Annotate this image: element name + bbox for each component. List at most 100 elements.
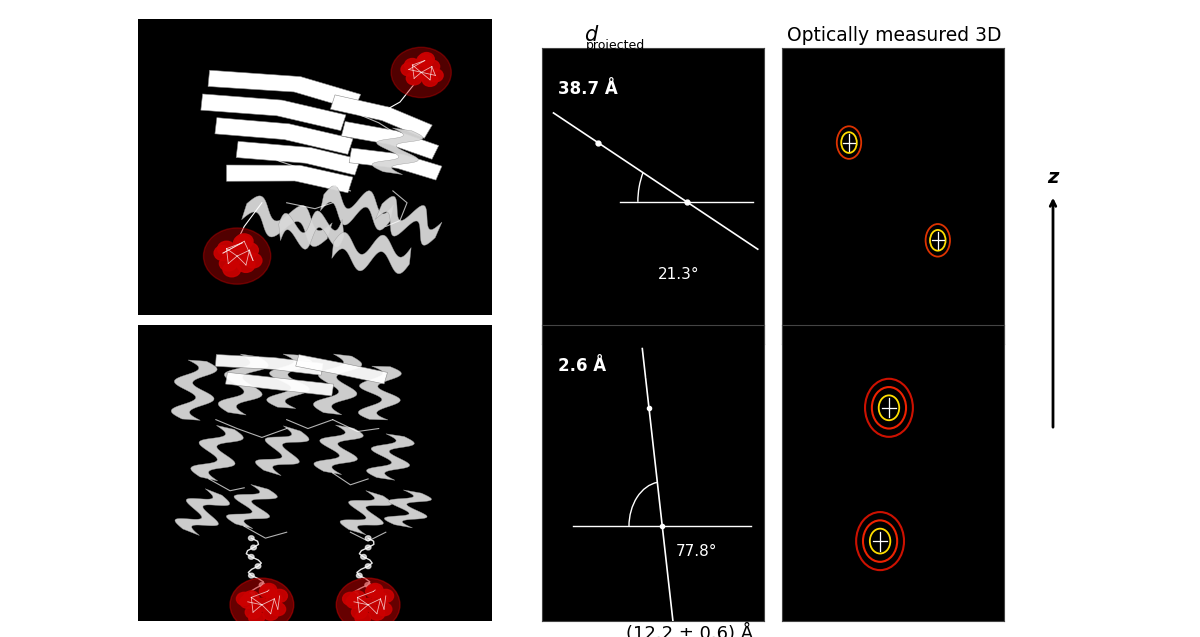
Circle shape — [419, 53, 434, 66]
Circle shape — [353, 592, 359, 597]
Polygon shape — [349, 148, 442, 180]
Text: distances (MINFLUX): distances (MINFLUX) — [798, 54, 990, 73]
Circle shape — [391, 47, 451, 97]
Circle shape — [235, 234, 253, 248]
Polygon shape — [330, 95, 432, 138]
Circle shape — [356, 573, 362, 578]
Polygon shape — [227, 485, 277, 529]
Text: $d$: $d$ — [584, 25, 599, 45]
Circle shape — [407, 72, 422, 85]
Polygon shape — [227, 165, 353, 193]
Circle shape — [427, 69, 443, 82]
Circle shape — [254, 598, 270, 612]
Circle shape — [366, 585, 382, 598]
Polygon shape — [175, 489, 229, 536]
Text: 77.8°: 77.8° — [676, 544, 718, 559]
Circle shape — [241, 243, 258, 257]
Polygon shape — [359, 366, 401, 420]
Circle shape — [367, 583, 383, 596]
Circle shape — [259, 585, 275, 598]
Circle shape — [259, 583, 265, 587]
Polygon shape — [332, 233, 412, 274]
Text: Optically measured 3D: Optically measured 3D — [787, 25, 1001, 45]
Circle shape — [256, 564, 260, 569]
Text: 21.3°: 21.3° — [658, 267, 700, 282]
Polygon shape — [372, 128, 422, 175]
Polygon shape — [295, 355, 388, 384]
Circle shape — [377, 603, 392, 616]
Circle shape — [422, 73, 438, 87]
Circle shape — [248, 554, 254, 559]
Text: 38.7 Å: 38.7 Å — [558, 80, 618, 98]
Circle shape — [349, 591, 365, 604]
Circle shape — [223, 262, 241, 277]
Polygon shape — [191, 426, 244, 481]
Circle shape — [365, 536, 371, 541]
Circle shape — [228, 248, 246, 264]
Circle shape — [220, 256, 238, 271]
Circle shape — [238, 257, 254, 273]
Text: z: z — [1048, 168, 1058, 187]
Circle shape — [404, 59, 420, 71]
Circle shape — [360, 598, 376, 612]
Circle shape — [245, 606, 260, 619]
Circle shape — [204, 228, 271, 284]
Circle shape — [352, 606, 367, 619]
Text: projected: projected — [586, 39, 646, 52]
Circle shape — [236, 592, 252, 605]
Circle shape — [244, 591, 259, 604]
Circle shape — [217, 241, 235, 256]
Circle shape — [346, 596, 361, 608]
Polygon shape — [342, 122, 439, 159]
Circle shape — [355, 612, 371, 625]
Circle shape — [263, 607, 278, 620]
Polygon shape — [313, 354, 362, 415]
Circle shape — [378, 589, 394, 603]
Polygon shape — [218, 354, 269, 415]
Circle shape — [414, 66, 428, 79]
Circle shape — [248, 573, 254, 578]
Circle shape — [336, 578, 400, 631]
Circle shape — [240, 596, 256, 608]
Polygon shape — [241, 196, 332, 247]
Text: (41.5 ± 0.9) Å: (41.5 ± 0.9) Å — [626, 363, 754, 382]
Polygon shape — [226, 372, 334, 396]
Polygon shape — [384, 490, 432, 528]
Polygon shape — [278, 211, 344, 249]
Polygon shape — [376, 196, 442, 245]
Polygon shape — [172, 360, 217, 420]
Polygon shape — [314, 425, 364, 475]
Circle shape — [401, 63, 416, 76]
Circle shape — [250, 592, 254, 597]
Circle shape — [248, 536, 254, 541]
Circle shape — [251, 545, 257, 550]
Polygon shape — [215, 118, 353, 154]
Circle shape — [234, 235, 251, 250]
Circle shape — [245, 253, 262, 268]
Circle shape — [416, 54, 432, 67]
Circle shape — [370, 607, 385, 620]
Circle shape — [272, 589, 287, 603]
Circle shape — [365, 564, 371, 569]
Circle shape — [266, 592, 282, 605]
Circle shape — [262, 583, 277, 596]
Polygon shape — [208, 70, 361, 110]
Text: (12.2 ± 0.6) Å: (12.2 ± 0.6) Å — [626, 624, 754, 637]
Circle shape — [365, 545, 371, 550]
Text: 2.6 Å: 2.6 Å — [558, 357, 606, 375]
Polygon shape — [256, 426, 310, 476]
Polygon shape — [266, 354, 312, 408]
Polygon shape — [366, 434, 414, 480]
Circle shape — [248, 612, 264, 625]
Polygon shape — [320, 185, 394, 230]
Circle shape — [373, 592, 389, 605]
Polygon shape — [340, 490, 392, 535]
Circle shape — [230, 578, 294, 631]
Circle shape — [214, 246, 232, 261]
Circle shape — [424, 60, 439, 73]
Circle shape — [361, 554, 366, 559]
Polygon shape — [236, 141, 360, 175]
Circle shape — [365, 583, 371, 587]
Polygon shape — [216, 355, 323, 375]
Circle shape — [270, 603, 286, 616]
